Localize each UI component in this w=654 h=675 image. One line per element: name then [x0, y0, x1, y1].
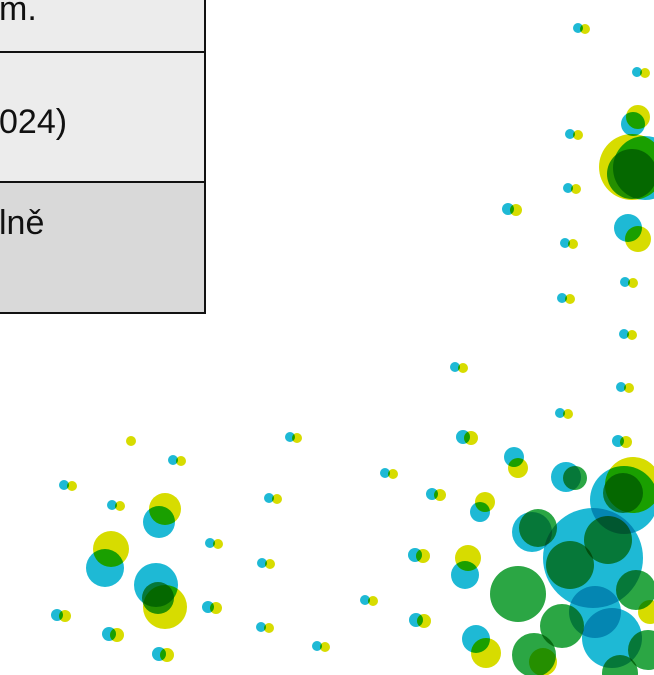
table-row: lně: [0, 183, 204, 312]
table-cell-text: 024): [0, 103, 68, 141]
cropped-table: m. 024) lně: [0, 0, 206, 314]
table-row: 024): [0, 53, 204, 183]
lower-right-bubble-cluster: [451, 447, 654, 675]
small-dot-cluster: [51, 23, 650, 662]
table-cell-text: m.: [0, 0, 37, 28]
upper-right-bubble-cluster: [599, 105, 654, 252]
table-cell-text: lně: [0, 204, 45, 242]
table-row: m.: [0, 0, 204, 53]
left-bubble-cluster: [86, 493, 187, 629]
